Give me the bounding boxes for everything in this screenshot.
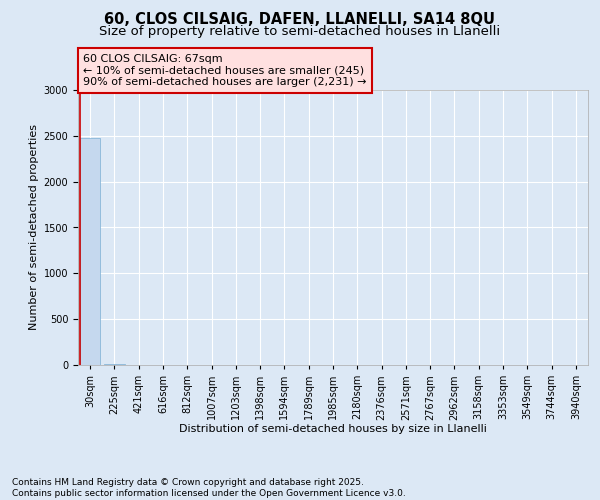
Y-axis label: Number of semi-detached properties: Number of semi-detached properties <box>29 124 40 330</box>
Text: Contains HM Land Registry data © Crown copyright and database right 2025.
Contai: Contains HM Land Registry data © Crown c… <box>12 478 406 498</box>
X-axis label: Distribution of semi-detached houses by size in Llanelli: Distribution of semi-detached houses by … <box>179 424 487 434</box>
Text: Size of property relative to semi-detached houses in Llanelli: Size of property relative to semi-detach… <box>100 25 500 38</box>
Bar <box>104 364 125 365</box>
Bar <box>80 138 100 365</box>
Text: 60, CLOS CILSAIG, DAFEN, LLANELLI, SA14 8QU: 60, CLOS CILSAIG, DAFEN, LLANELLI, SA14 … <box>104 12 496 28</box>
Text: 60 CLOS CILSAIG: 67sqm
← 10% of semi-detached houses are smaller (245)
90% of se: 60 CLOS CILSAIG: 67sqm ← 10% of semi-det… <box>83 54 367 87</box>
